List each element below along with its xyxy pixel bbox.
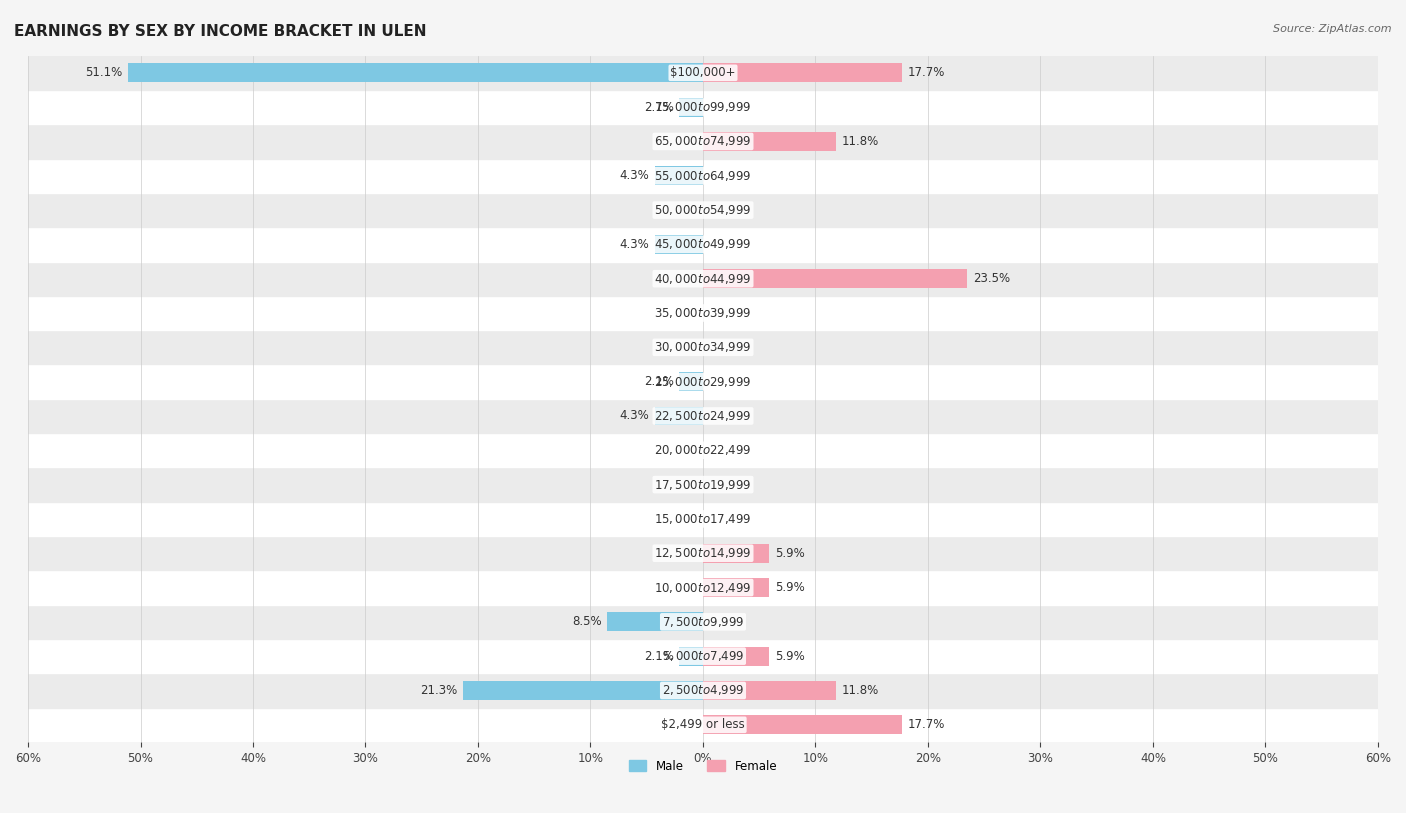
Text: $2,499 or less: $2,499 or less bbox=[661, 719, 745, 732]
Bar bbox=[703, 681, 835, 700]
Bar bbox=[28, 639, 1378, 673]
Bar bbox=[28, 330, 1378, 364]
Text: 17.7%: 17.7% bbox=[908, 719, 945, 732]
Bar bbox=[703, 715, 903, 734]
Text: 2.1%: 2.1% bbox=[644, 101, 673, 114]
Text: $100,000+: $100,000+ bbox=[671, 67, 735, 80]
Bar bbox=[128, 63, 703, 82]
Text: $2,500 to $4,999: $2,500 to $4,999 bbox=[662, 684, 744, 698]
Text: $55,000 to $64,999: $55,000 to $64,999 bbox=[654, 169, 752, 183]
Text: $45,000 to $49,999: $45,000 to $49,999 bbox=[654, 237, 752, 251]
Bar bbox=[703, 132, 835, 151]
Bar bbox=[28, 467, 1378, 502]
Text: $7,500 to $9,999: $7,500 to $9,999 bbox=[662, 615, 744, 628]
Text: 8.5%: 8.5% bbox=[572, 615, 602, 628]
Bar bbox=[703, 544, 769, 563]
Text: $40,000 to $44,999: $40,000 to $44,999 bbox=[654, 272, 752, 285]
Bar bbox=[28, 433, 1378, 467]
Bar bbox=[679, 646, 703, 666]
Bar bbox=[655, 235, 703, 254]
Text: $5,000 to $7,499: $5,000 to $7,499 bbox=[662, 649, 744, 663]
Bar bbox=[28, 296, 1378, 330]
Text: 5.9%: 5.9% bbox=[775, 581, 804, 594]
Text: 11.8%: 11.8% bbox=[841, 684, 879, 697]
Text: 2.1%: 2.1% bbox=[644, 375, 673, 388]
Text: $30,000 to $34,999: $30,000 to $34,999 bbox=[654, 341, 752, 354]
Text: $65,000 to $74,999: $65,000 to $74,999 bbox=[654, 134, 752, 149]
Bar bbox=[28, 227, 1378, 262]
Text: $35,000 to $39,999: $35,000 to $39,999 bbox=[654, 306, 752, 320]
Bar bbox=[28, 605, 1378, 639]
Text: $50,000 to $54,999: $50,000 to $54,999 bbox=[654, 203, 752, 217]
Bar bbox=[655, 167, 703, 185]
Bar bbox=[28, 90, 1378, 124]
Bar bbox=[28, 364, 1378, 399]
Text: 2.1%: 2.1% bbox=[644, 650, 673, 663]
Bar bbox=[703, 578, 769, 597]
Text: $22,500 to $24,999: $22,500 to $24,999 bbox=[654, 409, 752, 423]
Text: 11.8%: 11.8% bbox=[841, 135, 879, 148]
Text: Source: ZipAtlas.com: Source: ZipAtlas.com bbox=[1274, 24, 1392, 34]
Text: 4.3%: 4.3% bbox=[619, 410, 650, 423]
Text: $20,000 to $22,499: $20,000 to $22,499 bbox=[654, 443, 752, 457]
Bar bbox=[703, 269, 967, 288]
Bar bbox=[28, 536, 1378, 571]
Text: 5.9%: 5.9% bbox=[775, 650, 804, 663]
Bar bbox=[28, 55, 1378, 90]
Text: 21.3%: 21.3% bbox=[420, 684, 458, 697]
Text: 51.1%: 51.1% bbox=[86, 67, 122, 80]
Bar bbox=[28, 571, 1378, 605]
Bar bbox=[679, 98, 703, 116]
Bar bbox=[703, 63, 903, 82]
Bar bbox=[28, 262, 1378, 296]
Bar bbox=[28, 673, 1378, 707]
Bar bbox=[464, 681, 703, 700]
Bar bbox=[607, 612, 703, 631]
Text: EARNINGS BY SEX BY INCOME BRACKET IN ULEN: EARNINGS BY SEX BY INCOME BRACKET IN ULE… bbox=[14, 24, 426, 39]
Text: 17.7%: 17.7% bbox=[908, 67, 945, 80]
Text: $25,000 to $29,999: $25,000 to $29,999 bbox=[654, 375, 752, 389]
Text: $15,000 to $17,499: $15,000 to $17,499 bbox=[654, 512, 752, 526]
Bar bbox=[28, 124, 1378, 159]
Text: $17,500 to $19,999: $17,500 to $19,999 bbox=[654, 477, 752, 492]
Bar bbox=[679, 372, 703, 391]
Bar bbox=[28, 159, 1378, 193]
Text: 23.5%: 23.5% bbox=[973, 272, 1010, 285]
Text: 5.9%: 5.9% bbox=[775, 546, 804, 559]
Legend: Male, Female: Male, Female bbox=[624, 754, 782, 777]
Text: $75,000 to $99,999: $75,000 to $99,999 bbox=[654, 100, 752, 114]
Bar bbox=[655, 406, 703, 425]
Text: $10,000 to $12,499: $10,000 to $12,499 bbox=[654, 580, 752, 594]
Text: $12,500 to $14,999: $12,500 to $14,999 bbox=[654, 546, 752, 560]
Bar bbox=[28, 399, 1378, 433]
Bar bbox=[28, 502, 1378, 536]
Bar bbox=[28, 193, 1378, 227]
Bar bbox=[28, 707, 1378, 742]
Text: 4.3%: 4.3% bbox=[619, 238, 650, 251]
Text: 4.3%: 4.3% bbox=[619, 169, 650, 182]
Bar bbox=[703, 646, 769, 666]
